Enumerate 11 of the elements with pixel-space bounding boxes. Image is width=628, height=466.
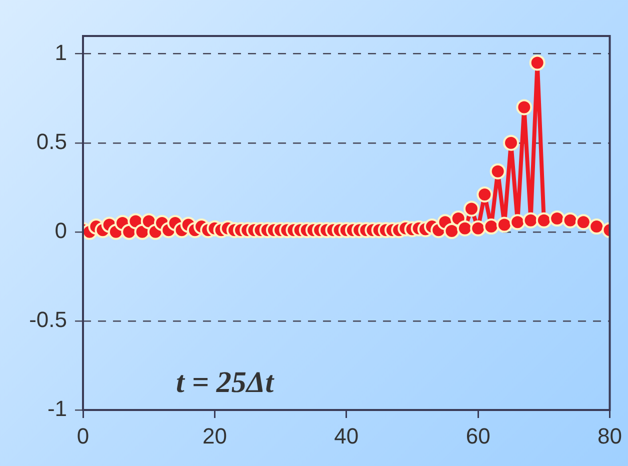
y-tick-label: -0.5 [29,307,67,332]
y-tick-label: 0 [54,218,67,243]
x-tick-label: 0 [76,423,90,448]
x-tick-label: 40 [334,423,359,448]
x-tick-label: 20 [202,423,227,448]
x-tick-label: 60 [466,423,490,448]
y-tick-label: 0.5 [36,128,67,154]
x-tick-label: 80 [598,423,622,448]
annotation: t = 25Δt [176,366,276,399]
y-tick-label: 1 [54,40,67,65]
y-tick-label: -1 [47,396,67,422]
